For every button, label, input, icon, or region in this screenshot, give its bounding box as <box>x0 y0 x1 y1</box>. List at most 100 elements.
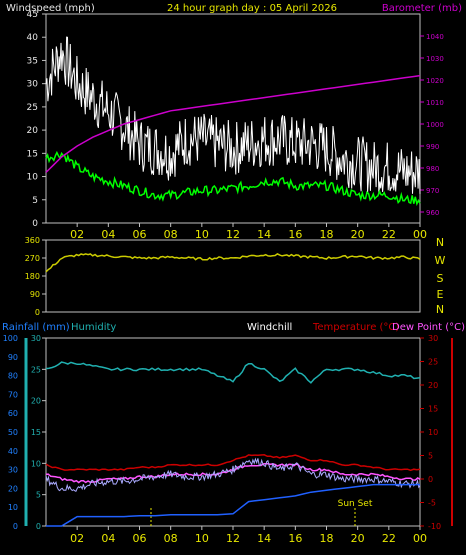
barometer-axis: 960 970 980 990 1000 1010 1020 1030 1040 <box>420 33 444 217</box>
baro-tick-label: 1020 <box>426 77 444 85</box>
hum-tick-label: 10 <box>31 459 41 468</box>
windchill-series-line <box>45 457 421 492</box>
rain-tick-label: 60 <box>8 409 18 418</box>
temp-tick-label: 15 <box>428 405 438 414</box>
rain-tick-label: 30 <box>8 466 18 475</box>
hum-tick-label: 15 <box>31 428 41 437</box>
wind-tick-label: 40 <box>27 33 39 43</box>
temp-tick-label: 30 <box>428 334 438 343</box>
temp-tick-label: 5 <box>428 452 433 461</box>
dir-tick-label: 360 <box>25 236 40 245</box>
temp-tick-label: 10 <box>428 428 438 437</box>
hum-tick-label: 5 <box>36 491 41 500</box>
baro-tick-label: 970 <box>426 187 439 195</box>
wind-tick-label: 20 <box>27 126 39 136</box>
rain-tick-label: 50 <box>8 428 18 437</box>
time-tick-label: 14 <box>257 532 271 545</box>
time-tick-label: 16 <box>288 228 302 241</box>
wind-tick-label: 30 <box>27 80 39 90</box>
gust-series-line <box>45 36 421 195</box>
time-tick-label: 02 <box>70 532 84 545</box>
temp-tick-label: -5 <box>428 499 436 508</box>
dir-tick-label: 0 <box>35 308 40 317</box>
rain-tick-label: 70 <box>8 390 18 399</box>
compass-label: W <box>435 254 446 267</box>
compass-label: S <box>437 272 444 285</box>
avg-wind-series-line <box>45 150 421 207</box>
time-tick-label: 06 <box>133 228 147 241</box>
compass-label: E <box>437 288 444 301</box>
rain-tick-label: 40 <box>8 447 18 456</box>
hum-tick-label: 20 <box>31 397 41 406</box>
barometer-label: Barometer (mb) <box>382 3 462 14</box>
time-tick-label: 00 <box>413 532 427 545</box>
time-tick-label: 22 <box>382 532 396 545</box>
hum-tick-label: 30 <box>31 334 41 343</box>
wind-tick-label: 0 <box>32 219 38 229</box>
time-tick-label: 06 <box>133 532 147 545</box>
time-tick-label: 14 <box>257 228 271 241</box>
humidity-label: Humidity <box>71 322 116 333</box>
time-tick-label: 18 <box>320 532 334 545</box>
time-tick-label: 04 <box>101 532 115 545</box>
dewpoint-series-line <box>45 463 421 484</box>
temperature-axis: -10 -5 0 5 10 15 20 25 30 <box>420 334 453 531</box>
time-tick-label: 22 <box>382 228 396 241</box>
baro-tick-label: 1030 <box>426 55 444 63</box>
rainfall-label: Rainfall (mm) <box>2 322 70 333</box>
rain-tick-label: 80 <box>8 372 18 381</box>
baro-tick-label: 1000 <box>426 121 444 129</box>
direction-axis: 0 90 180 270 360 <box>25 236 46 317</box>
graph-title: 24 hour graph day : 05 April 2026 <box>167 3 337 14</box>
wind-tick-label: 5 <box>32 196 38 206</box>
barometer-series-line <box>45 74 421 173</box>
baro-tick-label: 1010 <box>426 99 444 107</box>
wind-tick-label: 25 <box>27 103 38 113</box>
direction-plot-frame <box>45 239 421 313</box>
time-axis-top: 02 04 06 08 10 12 14 16 18 20 22 00 <box>70 223 427 241</box>
dir-tick-label: 90 <box>30 290 40 299</box>
sunset-label: Sun Set <box>338 499 373 509</box>
dir-tick-label: 270 <box>25 254 40 263</box>
time-tick-label: 08 <box>164 532 178 545</box>
rain-tick-label: 100 <box>3 334 18 343</box>
windspeed-axis: 0 5 10 15 20 25 30 35 40 45 <box>27 10 46 229</box>
humidity-axis: 0 5 10 15 20 25 30 <box>31 334 46 531</box>
time-tick-label: 20 <box>351 228 365 241</box>
rain-tick-label: 20 <box>8 484 18 493</box>
time-tick-label: 12 <box>226 228 240 241</box>
baro-tick-label: 960 <box>426 209 439 217</box>
wind-tick-label: 45 <box>27 10 38 20</box>
compass-label: N <box>436 303 444 316</box>
wind-tick-label: 15 <box>27 149 38 159</box>
direction-series-line <box>45 253 421 273</box>
rainfall-axis: 0 10 20 30 40 50 60 70 80 90 100 <box>3 334 28 531</box>
humidity-series-line <box>45 361 421 384</box>
rain-tick-label: 10 <box>8 503 18 512</box>
baro-tick-label: 980 <box>426 165 439 173</box>
windspeed-label: Windspeed (mph) <box>6 3 95 14</box>
rain-tick-label: 0 <box>13 522 18 531</box>
compass-label: N <box>436 236 444 249</box>
wind-plot-frame <box>45 13 421 224</box>
windchill-label: Windchill <box>247 322 292 333</box>
hum-tick-label: 25 <box>31 365 41 374</box>
time-tick-label: 18 <box>320 228 334 241</box>
hum-tick-label: 0 <box>36 522 41 531</box>
temp-plot-frame <box>45 337 421 527</box>
rain-tick-label: 90 <box>8 353 18 362</box>
temp-tick-label: -10 <box>428 522 441 531</box>
temperature-humidity-chart: 0 10 20 30 40 50 60 70 80 90 100 0 5 10 15 20 25 30 -10 -… <box>3 334 453 545</box>
baro-tick-label: 1040 <box>426 33 444 41</box>
time-tick-label: 02 <box>70 228 84 241</box>
time-tick-label: 04 <box>101 228 115 241</box>
time-tick-label: 10 <box>195 532 209 545</box>
wind-tick-label: 35 <box>27 56 38 66</box>
time-tick-label: 12 <box>226 532 240 545</box>
time-axis-bottom: 02 04 06 08 10 12 14 16 18 20 22 00 <box>70 526 427 545</box>
wind-tick-label: 10 <box>27 173 39 183</box>
